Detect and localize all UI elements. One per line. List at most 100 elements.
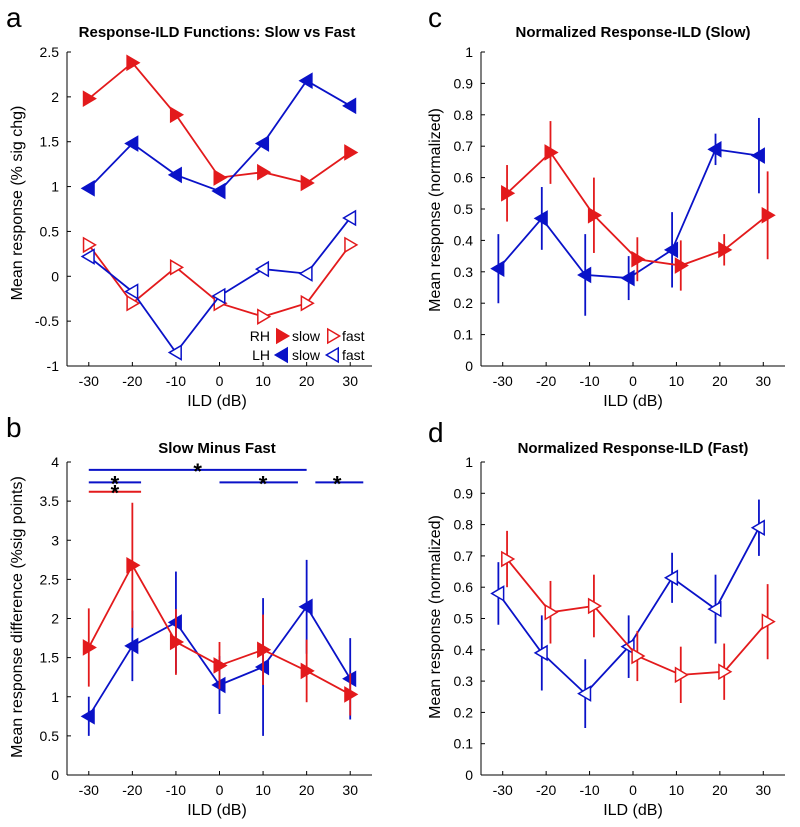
data-point: [80, 708, 95, 725]
legend-marker-filled: [276, 327, 291, 345]
y-tick-label: 0.6: [454, 170, 474, 186]
y-tick-label: 0.4: [454, 642, 474, 658]
data-point: [490, 585, 505, 602]
significance-star: *: [333, 471, 342, 496]
data-point: [620, 638, 635, 655]
x-tick-label: 20: [299, 373, 315, 389]
legend-fast-label: fast: [342, 347, 365, 363]
data-point: [674, 257, 689, 274]
y-tick-label: 2.5: [40, 571, 60, 587]
data-point: [501, 184, 516, 202]
data-point: [167, 166, 182, 184]
data-point: [342, 97, 357, 115]
data-point: [663, 569, 679, 587]
y-tick-label: 0: [465, 767, 473, 783]
data-point: [126, 54, 141, 72]
y-tick-label: 4: [51, 454, 59, 470]
y-tick-label: 0: [51, 767, 59, 783]
data-point: [587, 206, 603, 224]
data-point: [80, 180, 95, 197]
y-tick-label: 0.4: [454, 232, 474, 248]
panel-a-ylabel: Mean response (% sig chg): [9, 106, 26, 301]
data-point: [126, 294, 141, 312]
x-tick-label: 20: [712, 373, 728, 389]
data-point: [298, 265, 313, 282]
data-point: [213, 657, 228, 674]
significance-star: *: [111, 471, 120, 496]
data-point: [490, 260, 505, 277]
x-tick-label: -20: [536, 782, 556, 798]
y-tick-label: 0.5: [454, 201, 474, 217]
x-tick-label: 20: [712, 782, 728, 798]
y-tick-label: 1: [51, 689, 59, 705]
x-tick-label: 20: [299, 782, 315, 798]
x-tick-label: 0: [216, 373, 224, 389]
x-tick-label: -20: [122, 373, 142, 389]
y-tick-label: 2.5: [40, 44, 60, 60]
x-tick-label: -30: [79, 373, 99, 389]
x-tick-label: -10: [579, 373, 599, 389]
panel-letter-b: b: [6, 412, 22, 443]
data-point: [577, 266, 592, 284]
data-point: [82, 90, 97, 107]
x-tick-label: 30: [342, 782, 358, 798]
x-tick-label: 10: [669, 373, 685, 389]
significance-star: *: [259, 471, 268, 496]
data-point: [750, 519, 765, 537]
panel-c: c Normalized Response-ILD (Slow) ILD (dB…: [427, 2, 785, 410]
panel-b-ylabel: Mean response difference (%sig points): [9, 476, 26, 758]
data-point: [342, 209, 357, 227]
data-point: [124, 283, 139, 300]
data-point: [80, 248, 95, 265]
x-tick-label: 10: [255, 782, 271, 798]
data-point: [761, 613, 776, 630]
data-point: [544, 603, 559, 621]
data-point: [631, 250, 646, 268]
x-tick-label: 10: [669, 782, 685, 798]
data-point: [533, 210, 548, 227]
y-tick-label: -0.5: [35, 313, 59, 329]
legend-marker-filled: [273, 346, 288, 364]
y-tick-label: 0.9: [454, 485, 474, 501]
y-tick-label: 0.1: [454, 736, 474, 752]
y-tick-label: 0.2: [454, 704, 474, 720]
y-tick-label: 0.5: [40, 223, 60, 239]
y-tick-label: -1: [47, 358, 60, 374]
legend-marker-open: [327, 327, 342, 345]
y-tick-label: 0.8: [454, 517, 474, 533]
significance-star: *: [193, 459, 202, 484]
panel-letter-a: a: [6, 2, 22, 33]
panel-b-xlabel: ILD (dB): [187, 802, 247, 819]
data-point: [577, 685, 592, 702]
data-point: [257, 163, 272, 181]
data-point: [257, 641, 272, 659]
legend-slow-label: slow: [292, 347, 321, 363]
legend-a: RH slow fast LH slow fast: [250, 327, 365, 364]
y-tick-label: 1.5: [40, 650, 60, 666]
panel-d-xlabel: ILD (dB): [603, 802, 663, 819]
x-tick-label: -30: [79, 782, 99, 798]
data-point: [501, 550, 516, 568]
data-point: [663, 241, 679, 259]
x-tick-label: -10: [579, 782, 599, 798]
y-tick-label: 0.3: [454, 264, 474, 280]
y-tick-label: 1.5: [40, 134, 60, 150]
data-point: [298, 598, 313, 616]
x-tick-label: 30: [755, 373, 771, 389]
data-point: [631, 647, 646, 665]
data-point: [533, 644, 548, 662]
y-tick-label: 1: [465, 454, 473, 470]
y-tick-label: 3.5: [40, 493, 60, 509]
panel-b: b Slow Minus Fast ILD (dB) Mean response…: [6, 412, 372, 819]
y-tick-label: 0.5: [40, 728, 60, 744]
y-tick-label: 0.1: [454, 327, 474, 343]
y-tick-label: 0: [51, 268, 59, 284]
y-tick-label: 1: [51, 179, 59, 195]
x-tick-label: -30: [493, 373, 513, 389]
x-tick-label: -10: [166, 373, 186, 389]
x-tick-label: 0: [629, 373, 637, 389]
data-point: [344, 144, 359, 161]
significance-star: *: [111, 481, 120, 506]
data-point: [211, 182, 226, 200]
y-tick-label: 2: [51, 611, 59, 627]
